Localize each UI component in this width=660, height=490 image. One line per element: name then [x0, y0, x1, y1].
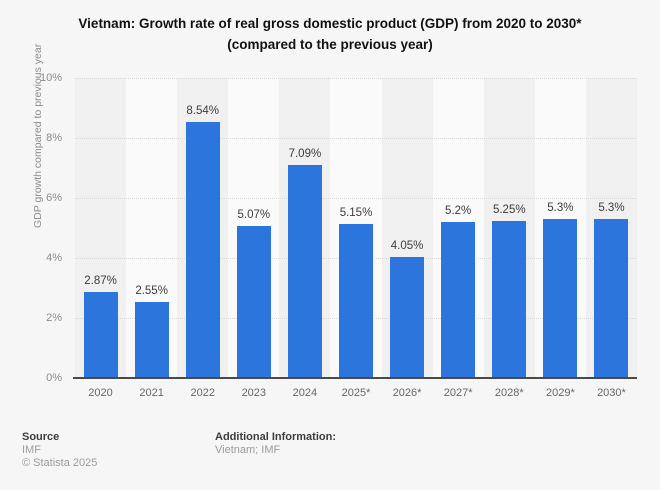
gridline-8pct	[75, 138, 637, 139]
bar-value-label-2030*: 5.3%	[598, 202, 625, 214]
source-value: IMF	[22, 444, 41, 456]
chart-title-line2: (compared to the previous year)	[227, 37, 433, 52]
x-tick-label-2024: 2024	[292, 387, 318, 399]
y-tick-label-4pct: 4%	[46, 252, 62, 264]
footer-source-block: Source IMF © Statista 2025	[22, 431, 97, 469]
bar-2027*[interactable]	[441, 222, 476, 378]
bar-2025*[interactable]	[339, 223, 373, 378]
x-tick-label-2020: 2020	[88, 387, 113, 399]
bar-value-label-2029*: 5.3%	[547, 202, 574, 214]
y-tick-label-6pct: 6%	[46, 192, 62, 204]
bar-value-label-2024: 7.09%	[288, 148, 322, 161]
bar-value-label-2026*: 4.05%	[390, 239, 424, 252]
y-tick-label-8pct: 8%	[46, 132, 62, 144]
y-tick-label-2pct: 2%	[46, 312, 62, 324]
x-tick-label-2028*: 2028*	[494, 387, 524, 399]
footer-additional-block: Additional Information: Vietnam; IMF	[215, 431, 336, 457]
y-tick-label-0pct: 0%	[46, 372, 62, 384]
plot-area: 2.87% 2.55% 8.54% 5.07% 7.09% 5.15% 4.05% 5.2% 5…	[75, 78, 637, 378]
x-tick-label-2022: 2022	[190, 387, 215, 399]
x-tick-label-2021: 2021	[139, 387, 164, 399]
bar-2023[interactable]	[236, 225, 271, 378]
copyright-notice: © Statista 2025	[22, 456, 98, 469]
x-tick-label-2029*: 2029*	[545, 387, 575, 399]
x-tick-label-2027*: 2027*	[443, 387, 473, 399]
bar-2028*[interactable]	[492, 220, 527, 378]
source-label: Source	[22, 431, 60, 443]
bar-2026*[interactable]	[390, 256, 425, 378]
x-tick-label-2025*: 2025*	[341, 387, 371, 399]
x-tick-label-2026*: 2026*	[392, 387, 422, 399]
additional-information-value: Vietnam; IMF	[215, 444, 281, 456]
bar-2030*[interactable]	[594, 219, 629, 378]
chart-title: Vietnam: Growth rate of real gross domes…	[0, 13, 660, 55]
bar-value-label-2022: 8.54%	[186, 104, 220, 117]
bar-2021[interactable]	[134, 301, 169, 378]
x-tick-label-2030*: 2030*	[597, 387, 626, 399]
bar-2020[interactable]	[83, 291, 118, 378]
bar-value-label-2028*: 5.25%	[492, 203, 526, 216]
chart-title-line1: Vietnam: Growth rate of real gross domes…	[78, 16, 582, 31]
x-tick-label-2023: 2023	[241, 387, 267, 399]
bar-value-label-2023: 5.07%	[237, 208, 271, 221]
gridline-10pct	[75, 78, 637, 79]
additional-information-label: Additional Information:	[215, 431, 336, 443]
bar-2024[interactable]	[287, 165, 322, 378]
bar-value-label-2025*: 5.15%	[339, 206, 373, 219]
bar-2029*[interactable]	[543, 219, 578, 378]
bar-value-label-2027*: 5.2%	[445, 205, 472, 217]
bar-2022[interactable]	[185, 121, 220, 378]
y-tick-label-10pct: 10%	[39, 72, 62, 84]
bar-value-label-2021: 2.55%	[135, 284, 168, 297]
bar-value-label-2020: 2.87%	[84, 274, 117, 287]
gridline-6pct	[75, 198, 637, 199]
x-axis-line	[73, 377, 637, 379]
